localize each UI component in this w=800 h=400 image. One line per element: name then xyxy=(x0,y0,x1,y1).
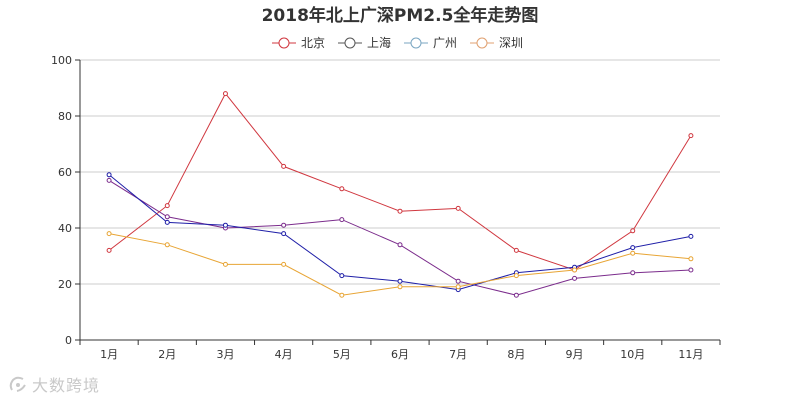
data-point[interactable] xyxy=(106,247,112,253)
watermark: 大数跨境 xyxy=(8,372,100,396)
y-tick-label: 100 xyxy=(51,54,72,67)
legend-marker-icon xyxy=(410,37,422,49)
legend-item[interactable]: 上海 xyxy=(338,35,391,50)
data-point[interactable] xyxy=(688,256,694,262)
data-point[interactable] xyxy=(281,163,287,169)
x-tick-label: 6月 xyxy=(391,348,409,361)
legend-marker-icon xyxy=(278,37,290,49)
data-point[interactable] xyxy=(688,233,694,239)
y-tick-label: 60 xyxy=(58,166,72,179)
data-point[interactable] xyxy=(106,172,112,178)
x-tick-label: 3月 xyxy=(216,348,234,361)
data-point[interactable] xyxy=(513,247,519,253)
legend-item[interactable]: 深圳 xyxy=(470,36,523,50)
data-point[interactable] xyxy=(164,219,170,225)
x-tick-label: 7月 xyxy=(449,348,467,361)
legend-label: 深圳 xyxy=(499,36,523,50)
data-point[interactable] xyxy=(164,242,170,248)
data-point[interactable] xyxy=(630,270,636,276)
data-point[interactable] xyxy=(455,284,461,290)
data-point[interactable] xyxy=(572,267,578,273)
data-point[interactable] xyxy=(339,292,345,298)
data-point[interactable] xyxy=(281,261,287,267)
data-point[interactable] xyxy=(222,91,228,97)
series-line xyxy=(108,179,691,296)
y-tick-label: 40 xyxy=(58,222,72,235)
legend-marker-icon xyxy=(476,37,488,49)
data-point[interactable] xyxy=(455,278,461,284)
grid xyxy=(80,59,720,285)
chart-title: 2018年北上广深PM2.5全年走势图 xyxy=(262,5,539,26)
data-point[interactable] xyxy=(222,222,228,228)
data-point[interactable] xyxy=(339,186,345,192)
data-point[interactable] xyxy=(397,242,403,248)
legend-item[interactable]: 北京 xyxy=(272,36,325,50)
data-point[interactable] xyxy=(106,177,112,183)
x-tick-label: 2月 xyxy=(158,348,176,361)
data-point[interactable] xyxy=(630,245,636,251)
legend[interactable]: 北京 上海 广州 深圳 xyxy=(272,35,523,50)
y-tick-label: 80 xyxy=(58,110,72,123)
data-point[interactable] xyxy=(572,275,578,281)
x-tick-label: 9月 xyxy=(566,348,584,361)
legend-label: 广州 xyxy=(433,36,457,50)
data-point[interactable] xyxy=(339,273,345,279)
data-point[interactable] xyxy=(397,284,403,290)
data-point[interactable] xyxy=(630,228,636,234)
series-group xyxy=(106,91,694,298)
data-point[interactable] xyxy=(513,273,519,279)
x-tick-label: 10月 xyxy=(620,348,645,361)
data-point[interactable] xyxy=(281,231,287,237)
data-point[interactable] xyxy=(164,214,170,220)
data-point[interactable] xyxy=(513,292,519,298)
series-2 xyxy=(106,172,694,293)
x-tick-label: 11月 xyxy=(678,348,703,361)
axes: 0 20 40 60 80 100 1月 2月 3月 4月 5月 6月 7月 8月 9月 10月 11月 xyxy=(51,54,721,361)
data-point[interactable] xyxy=(281,222,287,228)
data-point[interactable] xyxy=(455,205,461,211)
x-tick-label: 8月 xyxy=(507,348,525,361)
y-tick-label: 0 xyxy=(65,334,72,347)
data-point[interactable] xyxy=(397,278,403,284)
data-point[interactable] xyxy=(339,217,345,223)
watermark-logo-icon xyxy=(9,376,26,392)
data-point[interactable] xyxy=(630,250,636,256)
data-point[interactable] xyxy=(688,133,694,139)
data-point[interactable] xyxy=(688,267,694,273)
legend-marker-icon xyxy=(344,37,356,49)
x-tick-label: 4月 xyxy=(275,348,293,361)
y-tick-label: 20 xyxy=(58,278,72,291)
data-point[interactable] xyxy=(164,203,170,209)
data-point[interactable] xyxy=(397,208,403,214)
watermark-text: 大数跨境 xyxy=(32,376,101,395)
legend-item[interactable]: 广州 xyxy=(404,36,457,50)
series-line xyxy=(108,174,692,291)
legend-label: 北京 xyxy=(301,36,325,50)
x-tick-label: 5月 xyxy=(333,348,351,361)
series-3 xyxy=(106,231,694,298)
x-tick-label: 1月 xyxy=(100,348,118,361)
data-point[interactable] xyxy=(222,261,228,267)
data-point[interactable] xyxy=(106,231,112,237)
legend-label: 上海 xyxy=(367,35,391,50)
series-0 xyxy=(106,91,694,273)
